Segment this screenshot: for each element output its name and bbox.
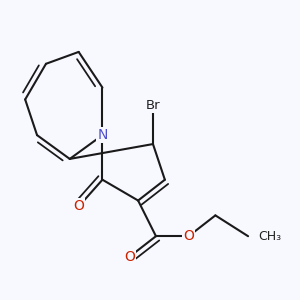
Text: O: O: [124, 250, 135, 264]
Text: O: O: [183, 229, 194, 243]
Text: CH₃: CH₃: [259, 230, 282, 243]
Text: Br: Br: [146, 99, 160, 112]
Text: N: N: [97, 128, 108, 142]
Text: O: O: [73, 200, 84, 214]
